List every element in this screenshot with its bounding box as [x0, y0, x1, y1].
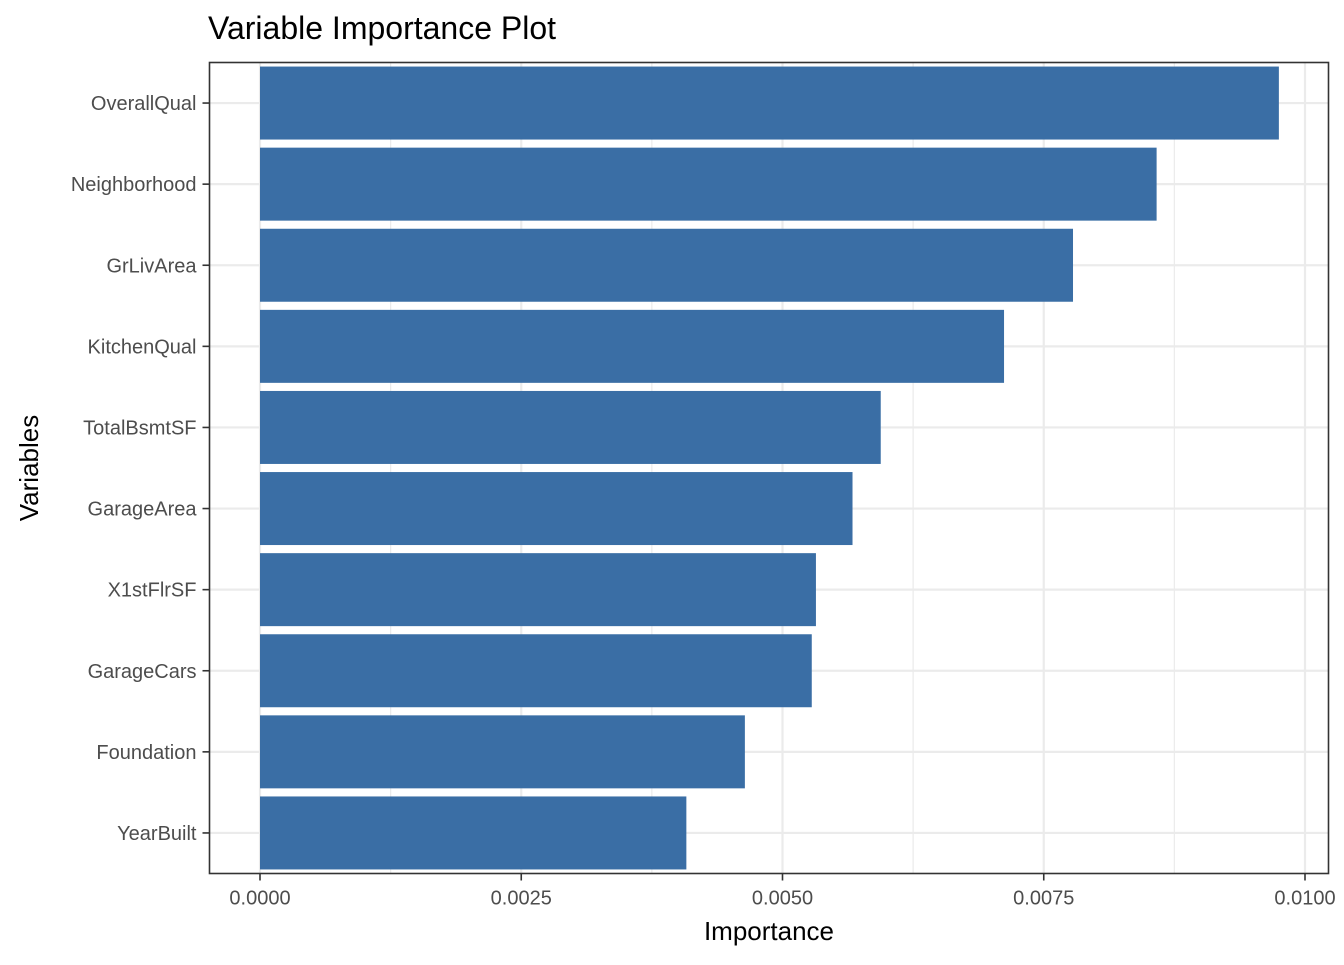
y-tick-label: KitchenQual — [88, 336, 197, 358]
x-tick-label: 0.0000 — [229, 888, 290, 910]
bar-garagecars — [260, 634, 812, 708]
y-tick-label: GarageArea — [88, 499, 198, 521]
bar-garagearea — [260, 472, 853, 546]
x-tick-label: 0.0075 — [1013, 888, 1074, 910]
y-tick-label: TotalBsmtSF — [83, 417, 196, 439]
x-tick-label: 0.0025 — [491, 888, 552, 910]
x-tick-label: 0.0050 — [752, 888, 813, 910]
y-tick-label: X1stFlrSF — [108, 580, 197, 602]
bar-overallqual — [260, 66, 1279, 140]
y-tick-label: YearBuilt — [117, 823, 197, 845]
y-tick-label: Foundation — [96, 742, 196, 764]
tick-layer: OverallQual Neighborhood GrLivArea KitchenQ… — [71, 93, 1336, 909]
bar-grlivarea — [260, 228, 1074, 302]
x-axis-title: Importance — [704, 916, 834, 946]
y-tick-label: GrLivArea — [106, 255, 197, 277]
y-axis-title: Variables — [14, 415, 44, 521]
y-tick-label: GarageCars — [88, 661, 197, 683]
bar-foundation — [260, 715, 745, 789]
chart-title: Variable Importance Plot — [208, 10, 556, 46]
y-tick-label: Neighborhood — [71, 174, 197, 196]
panel-border — [208, 61, 1330, 875]
x-tick-label: 0.0100 — [1274, 888, 1335, 910]
bar-x1stflrsf — [260, 553, 816, 627]
bar-kitchenqual — [260, 309, 1005, 383]
y-tick-label: OverallQual — [91, 93, 197, 115]
bar-yearbuilt — [260, 796, 687, 870]
bar-neighborhood — [260, 147, 1157, 221]
bar-totalbsmtsf — [260, 390, 881, 464]
bar-layer — [260, 66, 1279, 870]
